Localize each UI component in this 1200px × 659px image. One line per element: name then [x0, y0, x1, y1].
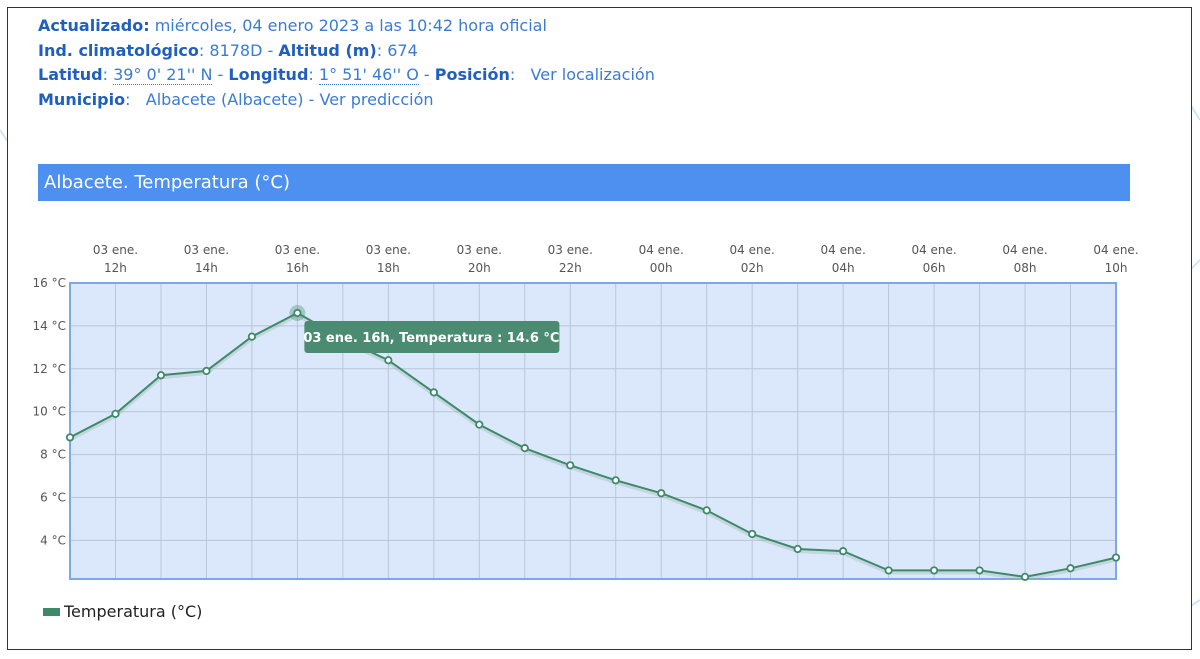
longitude-label: Longitud [228, 65, 309, 84]
data-point [384, 356, 393, 365]
latitude-label: Latitud [38, 65, 103, 84]
data-point [111, 409, 120, 418]
x-tick-label: 08h [1014, 261, 1037, 275]
series-line-temperatura [69, 311, 1117, 578]
x-tick-label: 06h [923, 261, 946, 275]
x-tick-label: 04 ene. [911, 243, 956, 257]
altitude-value: : 674 [376, 40, 418, 60]
x-tick-label: 22h [559, 261, 582, 275]
x-tick-label: 03 ene. [93, 243, 138, 257]
x-tick-label: 16h [286, 261, 309, 275]
climate-index-value: : 8178D - [198, 40, 279, 60]
x-tick-label: 04h [832, 261, 855, 275]
x-tick-label: 03 ene. [184, 243, 229, 257]
data-point [247, 332, 257, 341]
chart-title: Albacete. Temperatura (°C) [38, 164, 1130, 201]
municipality-row: Municipio: Albacete (Albacete) - Ver pre… [38, 89, 434, 109]
data-point [566, 461, 575, 470]
y-tick-label: 14 °C [33, 319, 66, 333]
longitude-value: 1° 51' 46'' O [318, 65, 419, 85]
y-tick-label: 16 °C [33, 276, 66, 290]
data-point [611, 476, 620, 485]
view-location-link[interactable]: Ver localización [530, 65, 655, 84]
data-point [657, 489, 666, 498]
x-tick-label: 04 ene. [639, 243, 684, 257]
data-point [475, 420, 484, 429]
coordinates-row: Latitud: 39° 0' 21'' N - Longitud: 1° 51… [38, 65, 655, 85]
x-tick-label: 03 ene. [457, 243, 502, 257]
climate-index-label: Ind. climatológico [38, 40, 199, 60]
y-tick-label: 4 °C [40, 533, 66, 547]
station-info: Actualizado: miércoles, 04 enero 2023 a … [38, 14, 655, 112]
x-tick-label: 04 ene. [1002, 243, 1047, 257]
x-tick-label: 03 ene. [366, 243, 411, 257]
data-point [429, 388, 438, 397]
data-point [884, 566, 893, 575]
updated-value: miércoles, 04 enero 2023 a las 10:42 hor… [149, 16, 547, 35]
x-tick-label: 04 ene. [1093, 243, 1138, 257]
updated-row: Actualizado: miércoles, 04 enero 2023 a … [38, 14, 655, 39]
municipality-link[interactable]: Albacete (Albacete) [145, 89, 304, 109]
x-tick-label: 04 ene. [820, 243, 865, 257]
weather-panel: Actualizado: miércoles, 04 enero 2023 a … [7, 7, 1192, 650]
x-tick-label: 18h [377, 261, 400, 275]
x-tick-label: 20h [468, 261, 491, 275]
x-tick-label: 03 ene. [548, 243, 593, 257]
view-prediction-link[interactable]: Ver predicción [319, 89, 434, 109]
x-tick-label: 12h [104, 261, 127, 275]
tooltip-box [304, 321, 560, 354]
plot-border [69, 282, 1117, 580]
data-point [293, 308, 302, 318]
legend-swatch [43, 607, 60, 616]
data-point [1020, 572, 1030, 581]
y-tick-label: 6 °C [40, 490, 66, 504]
data-point [520, 444, 529, 453]
x-tick-label: 03 ene. [275, 243, 320, 257]
municipality-label: Municipio [38, 89, 126, 109]
tooltip-text: 03 ene. 16h, Temperatura : 14.6 °C [303, 331, 559, 346]
x-tick-label: 00h [650, 261, 673, 275]
y-tick-label: 10 °C [33, 405, 66, 419]
data-point [793, 544, 802, 554]
position-label: Posición [434, 65, 510, 84]
temperature-chart: 16 °C 14 °C 12 °C 10 °C 8 °C 6 °C 4 °C 03 ene. 1… [33, 243, 1139, 581]
x-tick-label: 04 ene. [730, 243, 775, 257]
data-point [748, 529, 757, 539]
x-tick-label: 14h [195, 261, 218, 275]
x-tick-label: 10h [1105, 261, 1128, 275]
x-tick-label: 02h [741, 261, 764, 275]
data-point [702, 506, 711, 515]
y-tick-label: 8 °C [40, 448, 66, 462]
data-point [156, 371, 166, 380]
data-point [1066, 564, 1075, 573]
data-point [929, 566, 939, 575]
data-point [65, 433, 75, 442]
data-point [202, 366, 211, 376]
altitude-label: Altitud (m) [278, 40, 377, 60]
legend-label: Temperatura (°C) [64, 602, 203, 621]
data-point [975, 566, 984, 575]
plot-area [70, 283, 1116, 579]
chart-legend[interactable]: Temperatura (°C) [43, 602, 202, 621]
data-point [839, 547, 848, 556]
climate-row: Ind. climatológico: 8178D - Altitud (m):… [38, 39, 655, 64]
latitude-value: 39° 0' 21'' N [113, 65, 213, 85]
data-point [1111, 553, 1121, 562]
series-line-shadow [69, 312, 1117, 581]
y-tick-label: 12 °C [33, 362, 66, 376]
updated-label: Actualizado: [38, 16, 150, 35]
